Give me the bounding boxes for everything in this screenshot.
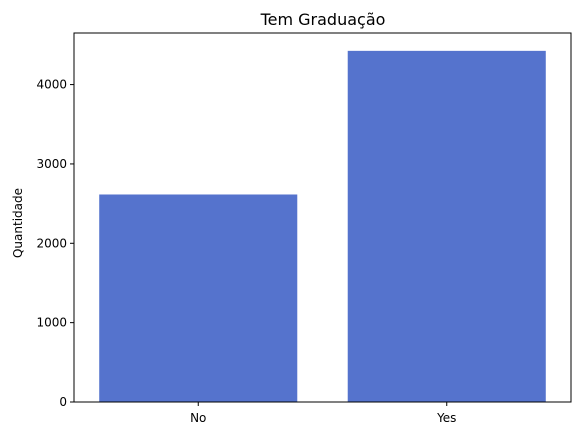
plot-frame: [73, 32, 572, 403]
bar-no: [99, 194, 298, 402]
y-tick-label: 3000: [36, 157, 67, 171]
y-axis-label: Quantidade: [11, 188, 25, 258]
y-axis-ticks: 0 1000 2000 3000 4000: [36, 78, 74, 409]
bars-group: [99, 50, 546, 403]
y-tick-label: 1000: [36, 316, 67, 330]
y-tick-label: 4000: [36, 78, 67, 92]
y-tick-label: 0: [59, 395, 67, 409]
chart-title: Tem Graduação: [260, 10, 386, 29]
bar-yes: [347, 50, 546, 403]
y-tick-label: 2000: [36, 236, 67, 250]
x-tick-label: Yes: [436, 411, 456, 425]
x-tick-label: No: [190, 411, 206, 425]
x-axis-ticks: No Yes: [190, 402, 456, 425]
